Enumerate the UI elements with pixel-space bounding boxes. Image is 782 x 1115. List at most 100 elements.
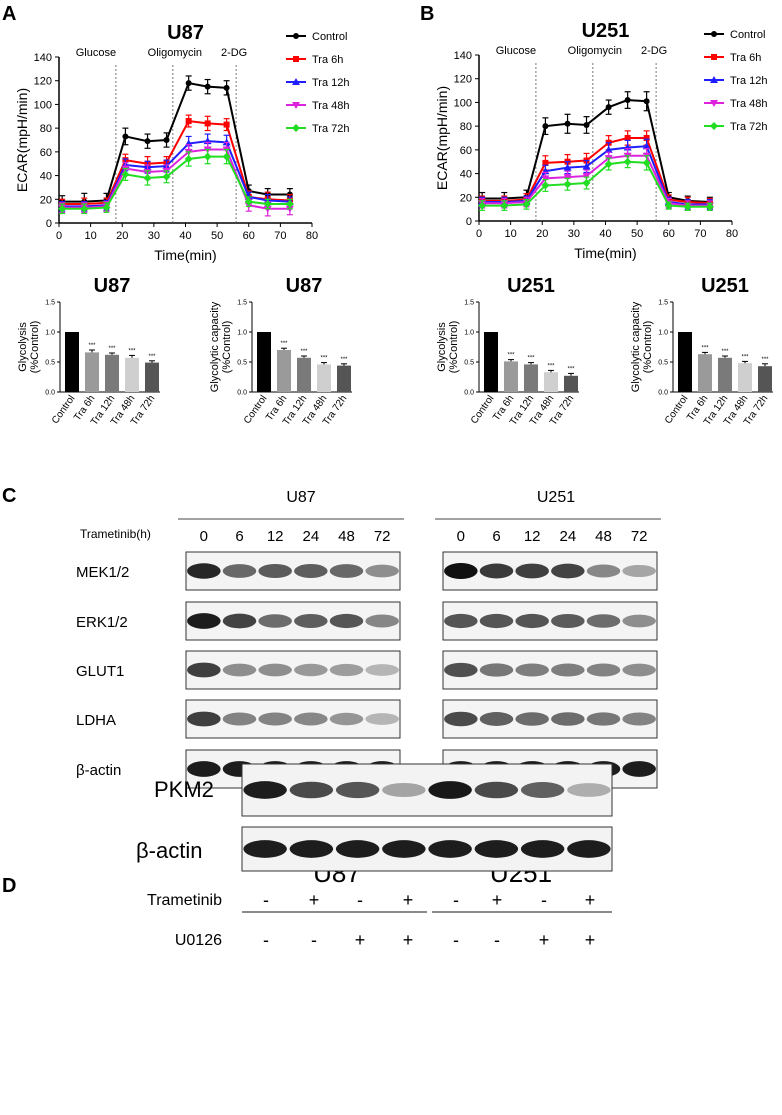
bar — [317, 364, 331, 392]
category-label: Control — [663, 393, 691, 426]
phase-label: Oligomycin — [148, 47, 202, 59]
data-point — [184, 154, 193, 163]
bar — [698, 354, 712, 392]
y-tick-label: 1.5 — [45, 300, 55, 307]
y-axis-label: ECAR(mpH/min) — [434, 86, 450, 190]
data-point — [664, 201, 673, 210]
blot-band — [622, 614, 656, 628]
treatment-sign: - — [311, 930, 317, 950]
blot-band — [222, 613, 257, 629]
data-point — [583, 121, 590, 128]
y-axis-label: ECAR(mpH/min) — [14, 88, 30, 192]
data-point — [705, 202, 714, 211]
blot-band — [428, 840, 472, 858]
data-point — [542, 123, 549, 130]
data-point — [80, 204, 89, 213]
data-point — [710, 76, 718, 83]
blot-strip — [442, 650, 658, 690]
timepoint-label: 72 — [631, 528, 648, 545]
phase-label: 2-DG — [221, 47, 247, 59]
bar — [145, 362, 159, 392]
timepoint-label: 6 — [492, 528, 500, 545]
series-line — [62, 140, 290, 208]
y-tick-label: 100 — [34, 99, 52, 111]
bar — [758, 366, 772, 392]
timepoint-label: 48 — [338, 528, 355, 545]
bar — [125, 357, 139, 392]
blot-band — [444, 563, 478, 579]
blot-band — [222, 663, 257, 677]
phase-label: 2-DG — [641, 45, 667, 57]
y-tick-label: 140 — [34, 52, 52, 64]
category-label: Control — [469, 393, 497, 426]
phase-label: Glucose — [496, 45, 536, 57]
blot-band — [335, 781, 380, 799]
series-line — [482, 137, 710, 205]
treatment-sign: + — [585, 930, 596, 950]
legend-label: Tra 72h — [312, 123, 350, 135]
y-axis-label-line: Glycolysis — [17, 322, 29, 372]
bar — [524, 364, 538, 392]
bar — [297, 357, 311, 392]
legend-label: Tra 48h — [312, 100, 350, 112]
y-tick-label: 0.5 — [464, 360, 474, 367]
significance-marker: *** — [88, 343, 96, 349]
bar — [85, 352, 99, 392]
data-point — [623, 157, 632, 166]
data-point — [643, 135, 650, 141]
bar — [484, 332, 498, 392]
legend-label: Tra 12h — [730, 75, 768, 87]
y-tick-label: 20 — [40, 194, 52, 206]
blot-band — [515, 563, 549, 579]
data-point — [478, 201, 487, 210]
blot-band — [428, 781, 472, 799]
significance-marker: *** — [507, 353, 515, 359]
blot-band — [329, 613, 364, 629]
x-tick-label: 80 — [306, 230, 318, 242]
blot-band — [520, 840, 565, 858]
data-point — [222, 152, 231, 161]
y-tick-label: 1.0 — [658, 330, 668, 337]
panel-label-b: B — [420, 3, 434, 25]
significance-marker: *** — [701, 345, 709, 351]
data-point — [563, 180, 572, 189]
data-point — [563, 163, 572, 171]
blot-band — [474, 840, 519, 858]
data-point — [122, 133, 129, 140]
y-axis-label-line: (%Control) — [29, 321, 41, 374]
y-tick-label: 0.0 — [237, 390, 247, 397]
data-point — [144, 138, 151, 145]
timepoint-label: 24 — [302, 528, 319, 545]
data-point — [541, 175, 550, 183]
significance-marker: *** — [280, 341, 288, 347]
blot-band — [329, 712, 364, 726]
y-tick-label: 1.0 — [237, 330, 247, 337]
bar-chart-u251-glycolysis: U251 0.0 0.5 1.0 1.5 Glycolysis(%Control) Cont… — [436, 275, 579, 428]
blot-band — [474, 781, 519, 799]
y-tick-label: 120 — [454, 74, 472, 86]
blot-band — [622, 712, 656, 726]
blot-band — [551, 613, 585, 629]
treatment-sign: - — [453, 930, 459, 950]
treatment-sign: - — [357, 890, 363, 910]
data-point — [121, 170, 130, 179]
y-axis-label-line: (%Control) — [221, 321, 233, 374]
data-point — [563, 174, 572, 182]
treatment-sign: - — [263, 890, 269, 910]
chart-title: U87 — [167, 22, 204, 44]
blot-band — [187, 662, 221, 678]
data-point — [541, 181, 550, 190]
blot-band — [294, 564, 328, 578]
blot-band — [567, 840, 611, 858]
data-point — [710, 100, 718, 107]
y-axis-label: Glycolysis(%Control) — [436, 321, 460, 374]
chart-title: U87 — [286, 275, 323, 297]
data-point — [564, 120, 571, 127]
data-point — [711, 54, 717, 60]
significance-marker: *** — [148, 354, 156, 360]
y-tick-label: 0.5 — [45, 360, 55, 367]
data-point — [102, 203, 111, 212]
data-point — [604, 145, 613, 153]
blot-row-label: LDHA — [76, 712, 116, 729]
data-point — [293, 33, 299, 39]
